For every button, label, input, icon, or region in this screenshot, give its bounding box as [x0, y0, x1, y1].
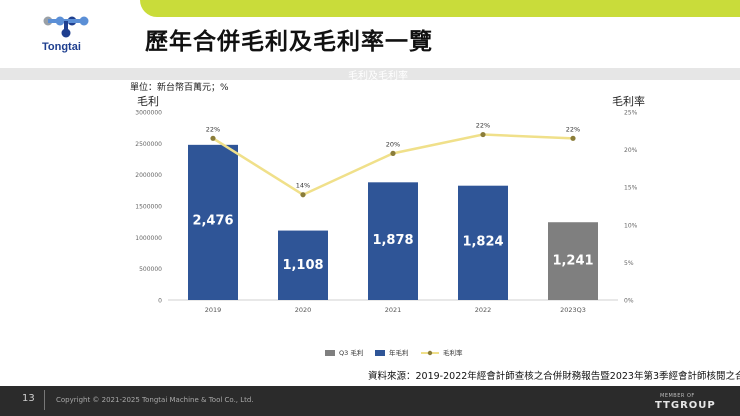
margin-rate-point	[300, 192, 306, 198]
y-axis-right-title: 毛利率	[612, 95, 645, 108]
y-left-tick-label: 1000000	[135, 235, 162, 242]
member-of-label: MEMBER OF	[660, 393, 695, 399]
bar-2023Q3	[548, 222, 598, 300]
footer-bar	[0, 386, 740, 416]
margin-rate-label: 22%	[476, 122, 490, 130]
bar-2021	[368, 182, 418, 300]
y-right-tick-label: 10%	[624, 222, 638, 229]
margin-rate-point	[480, 131, 486, 138]
footer-divider	[44, 390, 45, 410]
legend-swatch-0	[325, 350, 335, 356]
margin-rate-point	[390, 150, 396, 156]
y-left-tick-label: 3000000	[135, 110, 162, 117]
source-note: 資料來源：2019-2022年經會計師查核之合併財務報告暨2023年第3季經會計…	[368, 371, 740, 382]
bar-value-label: 1,878	[372, 233, 413, 248]
margin-rate-label: 22%	[206, 125, 220, 133]
bar-value-label: 1,241	[552, 254, 593, 269]
chart-ghost-title: 毛利及毛利率	[348, 71, 408, 82]
x-tick-label: 2020	[295, 306, 312, 314]
legend-label: Q3 毛利	[339, 348, 363, 357]
y-left-tick-label: 1500000	[135, 204, 162, 211]
bar-2022	[458, 185, 508, 300]
y-left-tick-label: 2500000	[135, 141, 162, 148]
page-title: 歷年合併毛利及毛利率一覽	[145, 29, 433, 55]
legend-line-marker	[427, 350, 433, 356]
y-right-tick-label: 25%	[624, 110, 638, 117]
margin-rate-label: 22%	[566, 125, 580, 133]
copyright-text: Copyright © 2021-2025 Tongtai Machine & …	[56, 396, 254, 404]
x-tick-label: 2021	[385, 306, 402, 314]
tongtai-logo	[43, 16, 89, 38]
bar-value-label: 1,108	[282, 258, 323, 273]
legend-label: 年毛利	[389, 348, 409, 357]
header-accent-band	[140, 0, 740, 17]
y-left-tick-label: 0	[158, 298, 162, 305]
margin-rate-point	[570, 135, 576, 141]
unit-label: 單位：新台幣百萬元；%	[130, 83, 229, 93]
y-axis-left-title: 毛利	[137, 95, 159, 108]
tt-group-logo: TTGROUP	[655, 400, 716, 411]
bar-value-label: 1,824	[462, 235, 503, 250]
y-right-tick-label: 20%	[624, 147, 638, 154]
bar-value-label: 2,476	[192, 213, 233, 228]
logo-wordmark: Tongtai	[42, 41, 81, 53]
x-tick-label: 2019	[205, 306, 222, 314]
y-left-tick-label: 500000	[139, 266, 162, 273]
margin-rate-label: 14%	[296, 182, 310, 190]
y-left-tick-label: 2000000	[135, 172, 162, 179]
x-tick-label: 2022	[475, 306, 492, 314]
y-right-tick-label: 5%	[624, 260, 634, 267]
margin-rate-label: 20%	[386, 140, 400, 148]
page-number: 13	[22, 393, 35, 404]
x-tick-label: 2023Q3	[560, 306, 586, 314]
y-right-tick-label: 15%	[624, 185, 638, 192]
legend-swatch-1	[375, 350, 385, 356]
y-right-tick-label: 0%	[624, 298, 634, 305]
margin-rate-point	[210, 135, 216, 141]
bar-2019	[188, 144, 238, 300]
bar-2020	[278, 230, 328, 300]
legend-label: 毛利率	[443, 348, 463, 357]
title-underline-band	[0, 68, 740, 80]
